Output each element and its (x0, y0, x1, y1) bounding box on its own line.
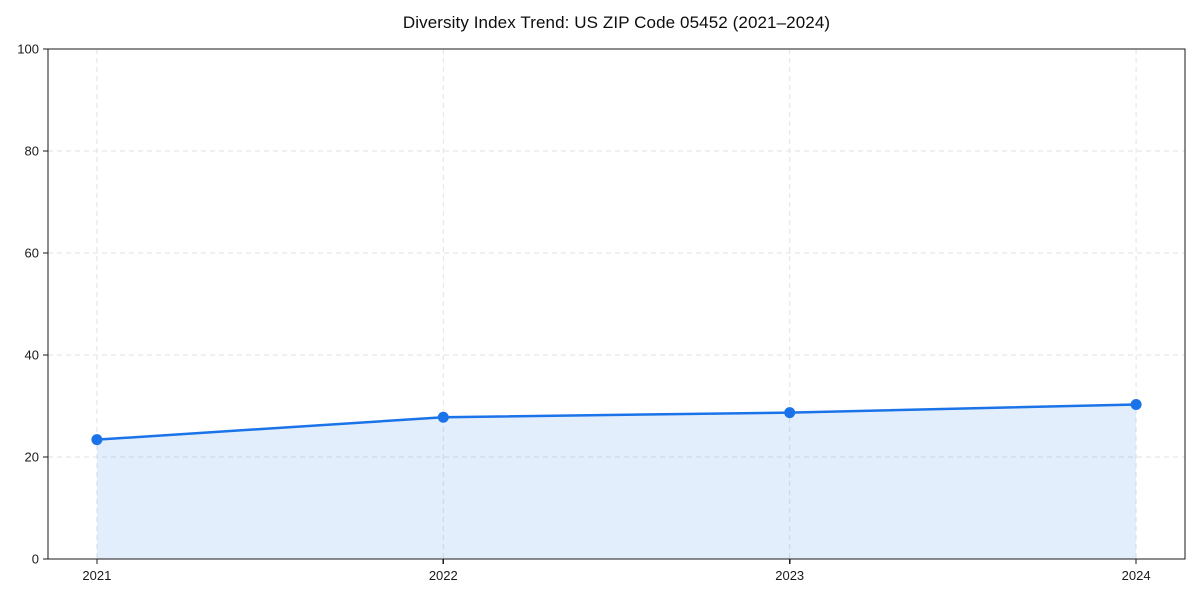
data-point-marker (1130, 398, 1142, 410)
area-fill (96, 404, 1137, 559)
y-tick-label: 100 (17, 42, 39, 57)
y-tick-label: 20 (25, 450, 39, 465)
data-point-marker (437, 411, 449, 423)
y-tick-label: 60 (25, 246, 39, 261)
x-tick-label: 2023 (775, 568, 804, 583)
data-point-marker (784, 407, 796, 419)
plot-box-spines (47, 48, 1186, 560)
chart-title: Diversity Index Trend: US ZIP Code 05452… (402, 13, 831, 32)
x-tick-label: 2024 (1122, 568, 1151, 583)
y-tick-label: 40 (25, 348, 39, 363)
data-point-marker (91, 434, 103, 446)
trend-line (95, 403, 1138, 441)
y-tick-label: 80 (25, 144, 39, 159)
x-tick-label: 2021 (82, 568, 111, 583)
x-tick-label: 2022 (429, 568, 458, 583)
y-tick-label: 0 (32, 552, 39, 567)
